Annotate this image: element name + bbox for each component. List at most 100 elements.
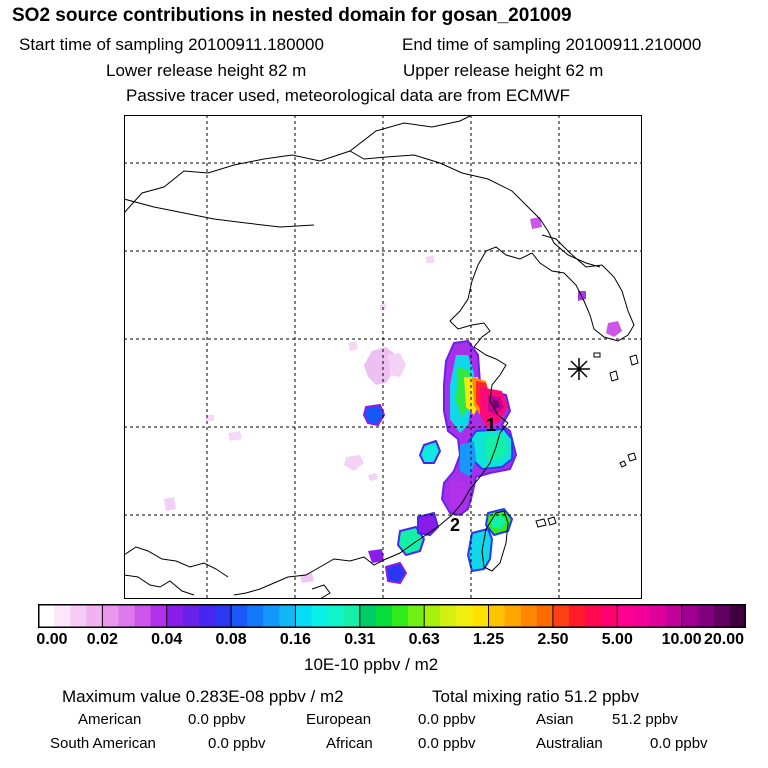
colorbar-tick-label: 2.50 (537, 631, 569, 648)
point-label-1: 1 (486, 415, 496, 435)
region-value-european: 0.0 ppbv (418, 711, 476, 728)
plume-faint-patch (228, 431, 242, 441)
colorbar-cell (311, 604, 329, 628)
colorbar-cell (633, 604, 650, 628)
total-mixing-label: Total mixing ratio 51.2 ppbv (432, 687, 639, 706)
region-name-asian: Asian (536, 711, 574, 728)
colorbar (38, 604, 746, 628)
coastline-korea (531, 234, 635, 342)
coastline-island-east (535, 518, 547, 528)
colorbar-tick-label: 1.25 (472, 631, 505, 648)
plume-faint-patch (164, 497, 176, 511)
plume-layer (164, 217, 622, 584)
lower-release-label: Lower release height 82 m (106, 61, 307, 80)
plume-faint-patch (344, 455, 364, 471)
coastline-bohai (449, 246, 533, 348)
plume-faint-patch (348, 341, 358, 351)
coastline-shandong (473, 346, 509, 424)
colorbar-cell (713, 604, 731, 628)
region-value-american: 0.0 ppbv (188, 711, 246, 728)
region-value-asian: 51.2 ppbv (612, 711, 678, 728)
colorbar-cell (697, 604, 715, 628)
region-name-american: American (78, 711, 142, 728)
region-value-south-american: 0.0 ppbv (208, 735, 266, 752)
receptor-asterisk-icon (568, 358, 590, 380)
upper-release-label: Upper release height 62 m (403, 61, 604, 80)
colorbar-tick-label: 0.08 (215, 631, 247, 648)
max-value-label: Maximum value 0.283E-08 ppbv / m2 (62, 687, 344, 706)
region-value-african: 0.0 ppbv (418, 735, 476, 752)
coastline-gulf (124, 574, 195, 596)
end-time-label: End time of sampling 20100911.210000 (402, 35, 702, 54)
coastline-taiwan (481, 510, 509, 572)
colorbar-cell (215, 604, 232, 628)
colorbar-cell (520, 604, 538, 628)
colorbar-cell (295, 604, 312, 628)
colorbar-cell (263, 604, 280, 628)
colorbar-cell (150, 604, 168, 628)
region-name-african: African (326, 735, 373, 752)
colorbar-cell (327, 604, 345, 628)
plume-faint-patch (206, 415, 214, 421)
plume-south-blue (460, 441, 476, 477)
plume-south-green (486, 435, 508, 459)
region-name-south-american: South American (50, 735, 156, 752)
coastline-ryukyu (627, 452, 637, 462)
colorbar-cell (408, 604, 425, 628)
colorbar-cell (504, 604, 522, 628)
gridlines (124, 115, 642, 599)
plume-blob-far-south (385, 562, 407, 584)
coastline-south-china (233, 542, 415, 596)
plot-title: SO2 source contributions in nested domai… (12, 5, 572, 26)
coastline-japan-kyushu (609, 370, 619, 382)
coastline-border-upper (124, 198, 315, 228)
colorbar-cell (601, 604, 618, 628)
plume-blob-northeast (530, 217, 542, 229)
plume-faint-patch (388, 353, 406, 377)
colorbar-cell (166, 604, 184, 628)
plume-faint-patch (426, 255, 434, 263)
plume-blob-mid (419, 440, 441, 464)
plume-blob-west (363, 404, 385, 426)
colorbar-cell (424, 604, 441, 628)
colorbar-cell (440, 604, 457, 628)
colorbar-cell (665, 604, 683, 628)
coastline-north-border (124, 115, 473, 214)
colorbar-cell (86, 604, 103, 628)
colorbar-cell (198, 604, 216, 628)
plume-blob-far-south-purple (368, 549, 384, 563)
colorbar-cell (617, 604, 634, 628)
colorbar-cell (569, 604, 586, 628)
plume-blob-korea (606, 321, 622, 337)
colorbar-tick-label: 20.00 (703, 631, 745, 648)
colorbar-cell (343, 604, 361, 628)
colorbar-cell (54, 604, 71, 628)
region-value-australian: 0.0 ppbv (650, 735, 708, 752)
colorbar-cell (38, 604, 55, 628)
region-name-european: European (306, 711, 372, 728)
plume-blob-coast-purple (450, 481, 468, 509)
colorbar-cell (231, 604, 248, 628)
colorbar-frame (38, 604, 746, 628)
colorbar-cell (729, 604, 746, 628)
colorbar-tick-label: 0.16 (279, 631, 312, 648)
colorbar-cell (102, 604, 119, 628)
coastline-vietnam-border (124, 546, 229, 578)
colorbar-cell (182, 604, 200, 628)
colorbar-cell (472, 604, 489, 628)
point-label-2: 2 (450, 515, 460, 535)
colorbar-cell (392, 604, 409, 628)
plume-blob-southwest (397, 526, 425, 556)
start-time-label: Start time of sampling 20100911.180000 (19, 35, 324, 54)
map-panel: 1 2 (124, 115, 642, 599)
colorbar-cell (649, 604, 666, 628)
colorbar-cell (585, 604, 602, 628)
colorbar-cell (488, 604, 506, 628)
colorbar-tick-label: 10.00 (661, 631, 702, 648)
colorbar-cell (536, 604, 554, 628)
colorbar-cell (375, 604, 393, 628)
colorbar-cell (456, 604, 473, 628)
plume-faint-west (364, 347, 396, 385)
coastline-jeju (593, 352, 601, 358)
tracer-note: Passive tracer used, meteorological data… (126, 86, 571, 105)
